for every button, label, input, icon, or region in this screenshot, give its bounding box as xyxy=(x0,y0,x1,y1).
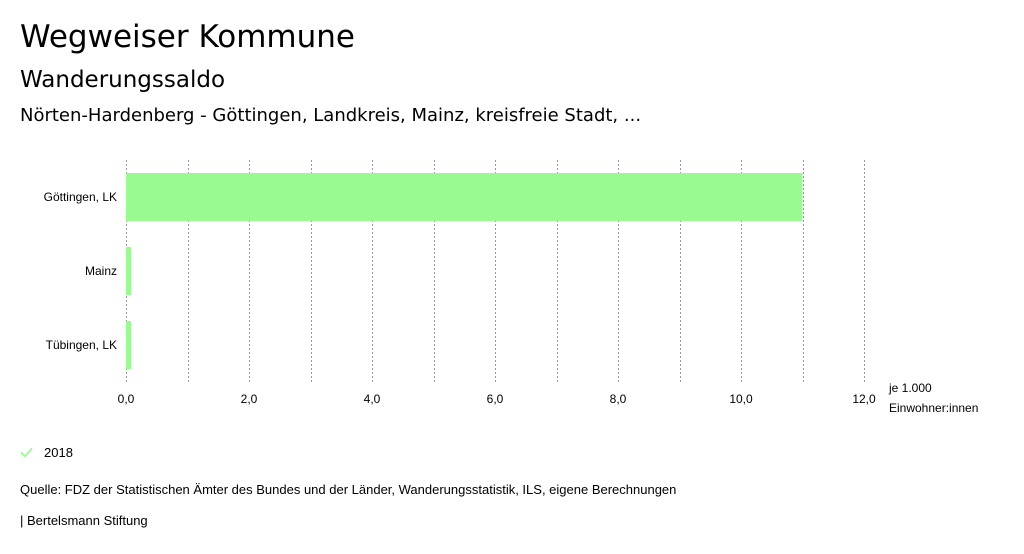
x-axis-unit-line-2: Einwohner:innen xyxy=(889,401,978,415)
category-labels: Göttingen, LK Mainz Tübingen, LK xyxy=(44,190,117,352)
category-label: Göttingen, LK xyxy=(44,190,117,204)
x-tick-label: 8,0 xyxy=(610,392,627,406)
category-label: Mainz xyxy=(85,264,117,278)
credit-note: | Bertelsmann Stiftung xyxy=(20,513,148,528)
source-note: Quelle: FDZ der Statistischen Ämter des … xyxy=(20,482,677,497)
x-axis-unit-line-1: je 1.000 xyxy=(888,381,932,395)
check-icon[interactable] xyxy=(20,446,33,459)
x-tick-label: 0,0 xyxy=(118,392,135,406)
bar-chart: Göttingen, LK Mainz Tübingen, LK 0,0 2,0 4,0… xyxy=(44,160,978,415)
chart-subtitle: Wanderungssaldo xyxy=(20,67,226,93)
category-label: Tübingen, LK xyxy=(46,338,117,352)
bar[interactable] xyxy=(126,173,803,221)
legend[interactable]: 2018 xyxy=(20,442,73,462)
x-tick-label: 12,0 xyxy=(852,392,876,406)
x-tick-label: 2,0 xyxy=(241,392,258,406)
x-tick-labels: 0,0 2,0 4,0 6,0 8,0 10,0 12,0 xyxy=(118,392,876,406)
bar[interactable] xyxy=(126,247,131,295)
legend-label[interactable]: 2018 xyxy=(44,444,73,460)
bars xyxy=(126,173,803,369)
chart-title: Wegweiser Kommune xyxy=(20,19,355,55)
x-tick-label: 4,0 xyxy=(364,392,381,406)
x-tick-label: 6,0 xyxy=(487,392,504,406)
bar[interactable] xyxy=(126,321,131,369)
region-selection[interactable]: Nörten-Hardenberg - Göttingen, Landkreis… xyxy=(20,105,642,126)
x-tick-label: 10,0 xyxy=(729,392,753,406)
